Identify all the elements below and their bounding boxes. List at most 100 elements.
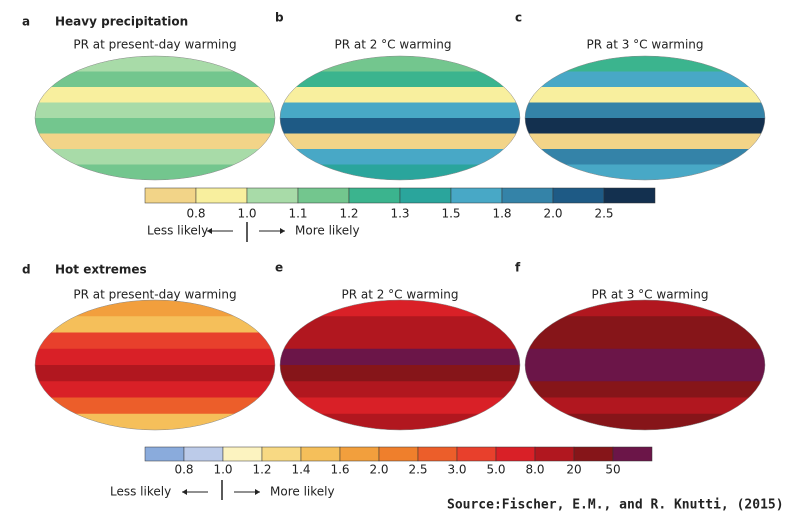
map-band	[35, 118, 275, 134]
map-band	[280, 381, 520, 398]
colorbar-label: 2.5	[408, 463, 427, 477]
colorbar-label: 2.0	[369, 463, 388, 477]
colorbar-swatch	[195, 187, 248, 204]
map-band	[525, 332, 765, 350]
more-likely: More likely	[270, 485, 335, 499]
colorbar-label: 1.0	[213, 463, 232, 477]
map-band	[35, 316, 275, 333]
colorbar-label: 1.2	[252, 463, 271, 477]
colorbar-label: 1.3	[390, 207, 409, 221]
map	[280, 300, 520, 430]
map-band	[280, 133, 520, 150]
map-band	[35, 413, 275, 430]
colorbar-swatch	[261, 446, 302, 462]
map-outline	[524, 55, 766, 181]
panel-title: PR at 2 °C warming	[341, 288, 458, 302]
colorbar-swatch	[144, 446, 185, 462]
less-likely: Less likely	[147, 224, 208, 238]
map-band	[280, 365, 520, 382]
arrowhead	[207, 228, 212, 234]
panel-letter: b	[275, 11, 284, 25]
colorbar-swatch	[144, 187, 197, 204]
map-band	[280, 87, 520, 103]
map	[35, 56, 275, 180]
map-band	[280, 71, 520, 88]
colorbar-label: 1.8	[492, 207, 511, 221]
colorbar-swatch	[348, 187, 401, 204]
map-band	[35, 87, 275, 103]
map-band	[280, 118, 520, 134]
section-heading: Hot extremes	[55, 263, 147, 277]
map-band	[280, 164, 520, 180]
map-band	[525, 133, 765, 150]
map-band	[280, 149, 520, 165]
map-band	[35, 300, 275, 317]
colorbar-swatch	[399, 187, 452, 204]
colorbar-label: 1.4	[291, 463, 310, 477]
map-outline	[524, 299, 766, 431]
panel-title: PR at 2 °C warming	[334, 38, 451, 52]
colorbar-label: 5.0	[486, 463, 505, 477]
map-band	[280, 102, 520, 119]
map-band	[280, 397, 520, 415]
colorbar-swatch	[603, 187, 656, 204]
colorbar-swatch	[450, 187, 503, 204]
colorbar-swatch	[612, 446, 653, 462]
panel-title: PR at present-day warming	[73, 288, 236, 302]
map-outline	[34, 55, 276, 181]
maps	[34, 55, 766, 431]
colorbar-label: 8.0	[525, 463, 544, 477]
map-outline	[34, 299, 276, 431]
map-band	[525, 348, 765, 366]
panel-letter: a	[22, 15, 30, 29]
colorbar-swatch	[183, 446, 224, 462]
map-band	[525, 118, 765, 134]
panel-letter: c	[515, 11, 522, 25]
colorbar-label: 50	[605, 463, 620, 477]
map-band	[35, 397, 275, 415]
arrowhead	[182, 489, 187, 495]
map	[525, 56, 765, 180]
map-band	[525, 381, 765, 398]
map-band	[525, 71, 765, 88]
colorbar-label: 0.8	[174, 463, 193, 477]
colorbar-swatch	[297, 187, 350, 204]
colorbar-swatch	[246, 187, 299, 204]
map-band	[35, 365, 275, 382]
panel-title: PR at 3 °C warming	[586, 38, 703, 52]
map-band	[280, 348, 520, 366]
colorbar-label: 1.0	[237, 207, 256, 221]
map-band	[525, 316, 765, 333]
panel-letter: e	[275, 261, 283, 275]
colorbar-label: 3.0	[447, 463, 466, 477]
map-band	[525, 56, 765, 72]
map-band	[35, 164, 275, 180]
map-band	[525, 397, 765, 415]
panel-title: PR at 3 °C warming	[591, 288, 708, 302]
map-band	[525, 102, 765, 119]
colorbar-swatch	[456, 446, 497, 462]
map-band	[280, 316, 520, 333]
panel-letter: f	[515, 261, 521, 275]
map-band	[280, 413, 520, 430]
map	[525, 300, 765, 430]
colorbar-swatch	[534, 446, 575, 462]
map-band	[35, 133, 275, 150]
colorbar-label: 20	[566, 463, 581, 477]
map-band	[35, 56, 275, 72]
map-band	[35, 102, 275, 119]
map-band	[35, 71, 275, 88]
map-band	[280, 300, 520, 317]
map-band	[35, 348, 275, 366]
colorbar-swatch	[417, 446, 458, 462]
map-band	[525, 365, 765, 382]
colorbar-swatch	[378, 446, 419, 462]
colorbar-swatch	[222, 446, 263, 462]
section-heading: Heavy precipitation	[55, 15, 188, 29]
colorbar-label: 2.0	[543, 207, 562, 221]
colorbar-swatch	[495, 446, 536, 462]
map	[35, 300, 275, 430]
map-band	[35, 381, 275, 398]
map-band	[525, 149, 765, 165]
map-band	[525, 300, 765, 317]
